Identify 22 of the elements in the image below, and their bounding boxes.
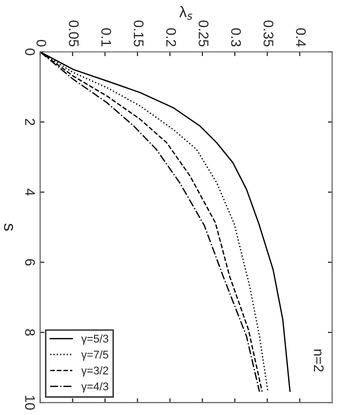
y-tick-label: 4 (25, 188, 35, 196)
x-tick-label: 0.1 (101, 28, 112, 46)
legend-label: γ=4/3 (81, 382, 108, 393)
y-tick-label: 8 (25, 329, 35, 336)
x-tick-label: 0.2 (166, 28, 176, 46)
y-tick-label: 2 (25, 118, 35, 126)
x-tick-label: 0.25 (198, 20, 208, 46)
x-axis-title: λ$_{s}$ (179, 6, 192, 20)
y-axis-title: s (4, 224, 14, 231)
x-tick-label: 0.05 (68, 20, 79, 46)
x-tick-label: 0.15 (134, 20, 144, 46)
annotation: n=2 (314, 350, 324, 372)
legend-label: γ=3/2 (81, 366, 108, 377)
x-tick-label: 0.3 (231, 28, 241, 46)
x-tick-label: 0.4 (296, 28, 306, 47)
x-tick-label: 0.35 (264, 20, 274, 46)
legend-label: γ=7/5 (81, 350, 108, 361)
y-tick-label: 6 (25, 259, 35, 266)
legend-label: γ=5/3 (81, 334, 108, 345)
y-tick-label: 0 (25, 48, 35, 56)
y-tick-label: 10 (25, 396, 35, 410)
x-tick-label: 0 (36, 40, 46, 46)
